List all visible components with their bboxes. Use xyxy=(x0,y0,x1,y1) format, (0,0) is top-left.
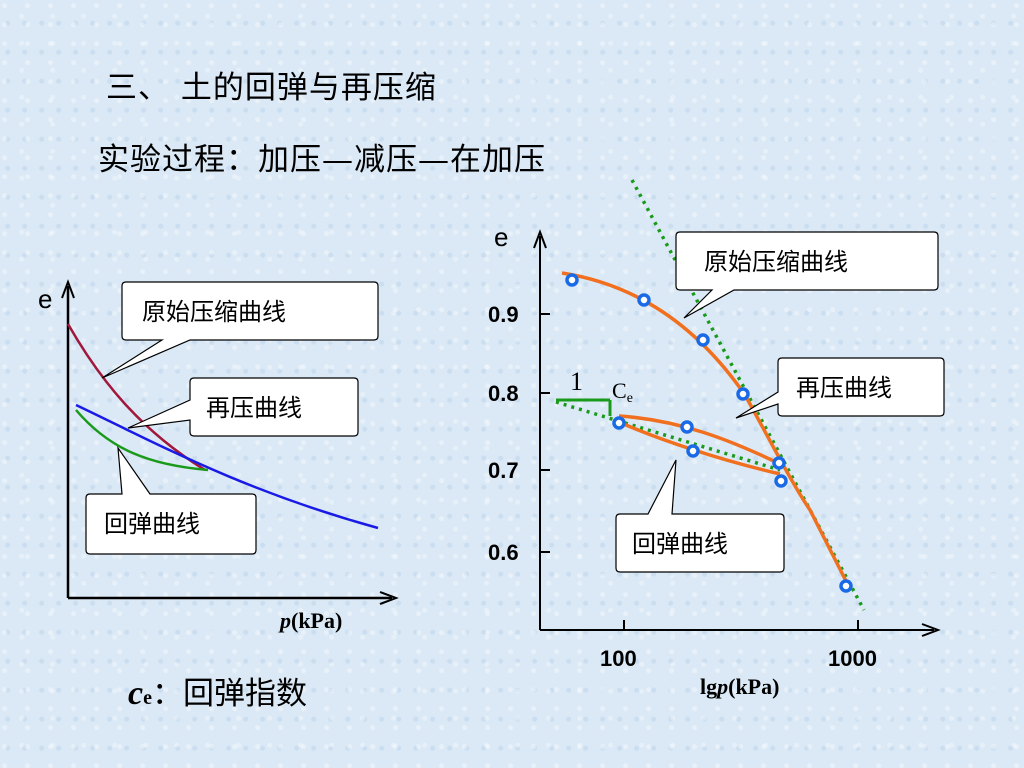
left-y-axis-arrow xyxy=(61,279,75,299)
data-point xyxy=(680,420,694,434)
left-callout-rebound: 回弹曲线 xyxy=(85,445,257,555)
right-y-tick-label: 0.8 xyxy=(488,381,519,406)
left-callout-rebound-text: 回弹曲线 xyxy=(104,510,200,538)
data-point xyxy=(839,579,853,593)
left-recompression-curve xyxy=(75,403,379,530)
data-point xyxy=(736,387,750,401)
left-callout-original: 原始压缩曲线 xyxy=(101,281,379,379)
data-point xyxy=(774,474,788,488)
left-x-label: p(kPa) xyxy=(278,608,342,633)
ce-note-text: ：回弹指数 xyxy=(151,676,307,712)
right-callout-rebound-text: 回弹曲线 xyxy=(632,530,728,558)
right-chart: e 0.9 0.8 0.7 0.6 100 1000 lgp(kPa) 1 Ce xyxy=(488,179,945,699)
left-y-label: e xyxy=(38,284,52,314)
right-x-tick-label: 100 xyxy=(600,646,637,671)
page-title: 三、 土的回弹与再压缩 xyxy=(106,70,437,106)
right-y-tick-label: 0.9 xyxy=(488,302,519,327)
data-point xyxy=(696,333,710,347)
right-rebound-curve xyxy=(618,414,779,465)
left-chart: e p(kPa) 原始压缩曲线 再压曲线 回弹曲线 xyxy=(38,279,399,633)
right-x-label: lgp(kPa) xyxy=(700,674,779,699)
left-callout-recompression: 再压曲线 xyxy=(127,377,359,437)
right-y-axis-arrow xyxy=(533,229,547,249)
data-point xyxy=(565,273,579,287)
ce-note-subscript: e xyxy=(143,687,152,709)
right-callout-recompression-text: 再压曲线 xyxy=(796,374,892,402)
slope-triangle: 1 Ce xyxy=(556,367,633,416)
ce-note-symbol: c xyxy=(128,675,144,712)
data-point xyxy=(772,456,786,470)
left-rebound-curve xyxy=(75,409,209,472)
data-point xyxy=(637,293,651,307)
data-point xyxy=(612,416,626,430)
right-data-points xyxy=(565,273,853,593)
left-callout-recompression-text: 再压曲线 xyxy=(206,394,302,422)
slope-ce-label: Ce xyxy=(612,378,633,406)
right-callout-rebound: 回弹曲线 xyxy=(615,459,785,573)
left-callout-original-text: 原始压缩曲线 xyxy=(142,298,286,326)
right-x-axis-arrow xyxy=(921,623,941,637)
data-point xyxy=(686,444,700,458)
left-original-curve xyxy=(66,323,206,472)
right-x-tick-label: 1000 xyxy=(828,646,877,671)
right-callout-original: 原始压缩曲线 xyxy=(675,231,939,319)
right-callout-recompression: 再压曲线 xyxy=(735,357,945,419)
left-x-axis-arrow xyxy=(379,591,399,605)
slope-one-label: 1 xyxy=(570,367,583,396)
right-virgin-dotted-line xyxy=(630,179,866,611)
right-callout-original-text: 原始压缩曲线 xyxy=(704,248,848,276)
right-y-tick-label: 0.6 xyxy=(488,540,519,565)
ce-note: ce：回弹指数 xyxy=(128,668,307,713)
right-y-tick-label: 0.7 xyxy=(488,458,519,483)
page-subtitle: 实验过程：加压—减压—在加压 xyxy=(98,142,546,178)
right-y-label: e xyxy=(494,222,508,252)
